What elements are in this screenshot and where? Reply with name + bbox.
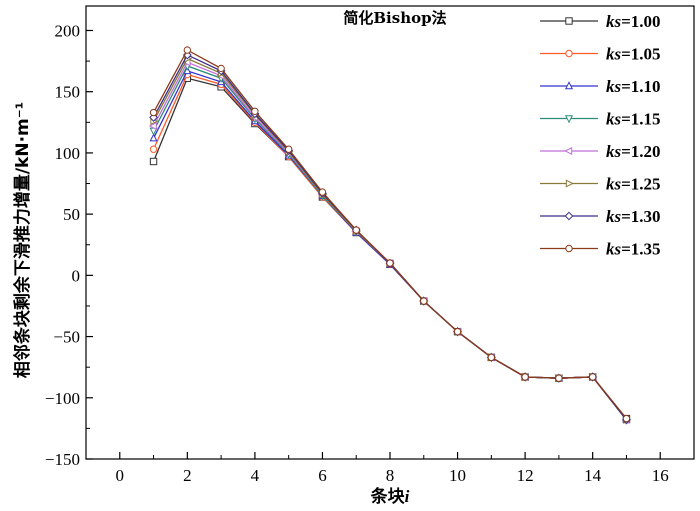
legend: ks=1.00 ks=1.05 ks=1.10 ks=1.15 ks=1.20 ks=1.… xyxy=(540,12,661,259)
data-point xyxy=(217,64,225,73)
data-point xyxy=(622,414,631,423)
data-point xyxy=(149,157,158,166)
y-tick-label: −150 xyxy=(45,450,80,469)
legend-label: ks=1.20 xyxy=(606,142,661,161)
legend-marker xyxy=(564,211,574,221)
data-point xyxy=(318,188,327,196)
series-line xyxy=(152,70,627,421)
legend-label: ks=1.10 xyxy=(606,77,661,96)
x-tick-label: 2 xyxy=(183,466,192,485)
y-axis-title: 相邻条块剩余下滑推力增量/kN·m⁻¹ xyxy=(12,102,33,378)
x-tick-label: 10 xyxy=(449,466,466,485)
data-point xyxy=(149,145,158,153)
y-tick-label: 0 xyxy=(72,266,81,285)
data-point xyxy=(251,107,259,115)
legend-marker xyxy=(565,17,573,25)
data-point xyxy=(352,226,360,234)
series-line xyxy=(152,57,627,421)
series-ks=1.25 xyxy=(150,54,632,424)
legend-item: ks=1.20 xyxy=(540,142,661,161)
y-tick-label: −50 xyxy=(53,328,80,347)
legend-item: ks=1.05 xyxy=(540,45,661,64)
legend-item: ks=1.35 xyxy=(540,240,661,259)
legend-label: ks=1.05 xyxy=(606,45,661,64)
y-tick-label: −100 xyxy=(45,389,80,408)
series-ks=1.10 xyxy=(149,66,631,424)
data-point xyxy=(386,259,394,267)
legend-label: ks=1.35 xyxy=(606,240,661,259)
y-axis: −150 −100 −50 0 50 100 150 200 xyxy=(45,21,93,469)
chart-title: 简化Bishop法 xyxy=(343,9,446,27)
legend-marker xyxy=(564,81,574,90)
series-line xyxy=(152,73,627,421)
x-tick-label: 4 xyxy=(251,466,260,485)
x-tick-label: 16 xyxy=(652,466,669,485)
legend-marker xyxy=(564,115,574,124)
legend-item: ks=1.25 xyxy=(540,175,661,194)
series-ks=1.20 xyxy=(148,58,630,424)
y-tick-label: 200 xyxy=(55,21,81,40)
legend-label: ks=1.30 xyxy=(606,207,661,226)
legend-label: ks=1.15 xyxy=(606,110,661,129)
series-ks=1.05 xyxy=(149,70,631,424)
data-point xyxy=(420,297,428,305)
series-line xyxy=(152,54,627,421)
series-ks=1.30 xyxy=(149,50,631,425)
x-tick-label: 14 xyxy=(584,466,602,485)
legend-marker xyxy=(564,146,573,156)
x-axis: 0 2 4 6 8 10 12 14 16 xyxy=(85,452,695,485)
y-tick-label: 100 xyxy=(55,144,81,163)
legend-marker xyxy=(565,244,573,253)
x-tick-label: 8 xyxy=(386,466,395,485)
x-axis-title: 条块i xyxy=(370,486,410,507)
data-point xyxy=(555,374,563,382)
x-tick-label: 12 xyxy=(517,466,534,485)
legend-item: ks=1.15 xyxy=(540,110,661,129)
series-layer xyxy=(148,46,632,425)
series-line xyxy=(152,61,627,421)
data-point xyxy=(284,145,293,153)
legend-item: ks=1.30 xyxy=(540,207,661,226)
legend-marker xyxy=(565,179,574,188)
x-tick-label: 6 xyxy=(318,466,327,485)
data-point xyxy=(183,46,192,54)
y-tick-label: 50 xyxy=(63,205,80,224)
legend-marker xyxy=(565,49,573,58)
data-point xyxy=(149,108,158,117)
y-tick-label: 150 xyxy=(55,83,81,102)
data-point xyxy=(487,353,496,362)
series-ks=1.15 xyxy=(149,62,631,425)
data-point xyxy=(148,121,157,130)
series-line xyxy=(152,49,627,420)
legend-label: ks=1.00 xyxy=(606,12,661,31)
data-point xyxy=(521,373,529,381)
data-point xyxy=(453,327,462,336)
legend-label: ks=1.25 xyxy=(606,175,661,194)
data-point xyxy=(588,373,597,381)
data-point xyxy=(149,133,158,142)
legend-item: ks=1.00 xyxy=(540,12,661,31)
x-tick-label: 0 xyxy=(116,466,125,485)
legend-item: ks=1.10 xyxy=(540,77,661,96)
series-ks=1.35 xyxy=(149,46,631,423)
